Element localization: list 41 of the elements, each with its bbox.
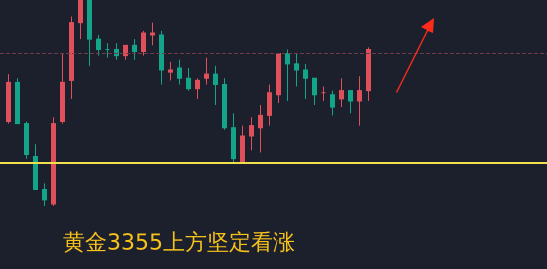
- candlestick: [33, 144, 38, 190]
- candlestick: [222, 78, 227, 130]
- candlestick: [357, 76, 362, 126]
- candlestick: [285, 48, 290, 102]
- candlestick: [240, 125, 245, 164]
- candlestick: [231, 112, 236, 164]
- candlestick: [213, 65, 218, 106]
- candlestick: [87, 0, 92, 66]
- candlestick: [105, 42, 110, 58]
- candlestick: [15, 78, 20, 124]
- candlestick: [159, 30, 164, 85]
- candlestick: [312, 78, 317, 106]
- candlestick: [24, 121, 29, 160]
- candlestick: [294, 53, 299, 88]
- candlestick: [276, 53, 281, 104]
- candlestick: [258, 104, 263, 153]
- candlestick: [132, 38, 137, 60]
- candlestick: [330, 90, 335, 116]
- candlestick: [339, 78, 344, 108]
- candlestick: [249, 116, 254, 151]
- candlestick: [150, 22, 155, 46]
- candlestick: [186, 67, 191, 92]
- candlestick: [168, 61, 173, 81]
- candlestick: [51, 116, 56, 206]
- candlestick: [42, 182, 47, 206]
- candlestick: [366, 46, 371, 102]
- candlestick: [60, 53, 65, 124]
- candlestick: [321, 86, 326, 102]
- candlestick: [78, 0, 83, 40]
- text: 黄金3355上方坚定看涨: [63, 230, 295, 256]
- candlestick: [303, 63, 308, 100]
- candlestick: [204, 57, 209, 85]
- candlestick: [267, 84, 272, 126]
- candlestick: [177, 59, 182, 85]
- candlestick: [123, 44, 128, 60]
- candlestick: [96, 34, 101, 56]
- candlestick: [69, 16, 74, 100]
- candlestick: [141, 30, 146, 56]
- candlestick: [6, 74, 11, 124]
- candlestick: [195, 78, 200, 100]
- candlestick: [348, 90, 353, 114]
